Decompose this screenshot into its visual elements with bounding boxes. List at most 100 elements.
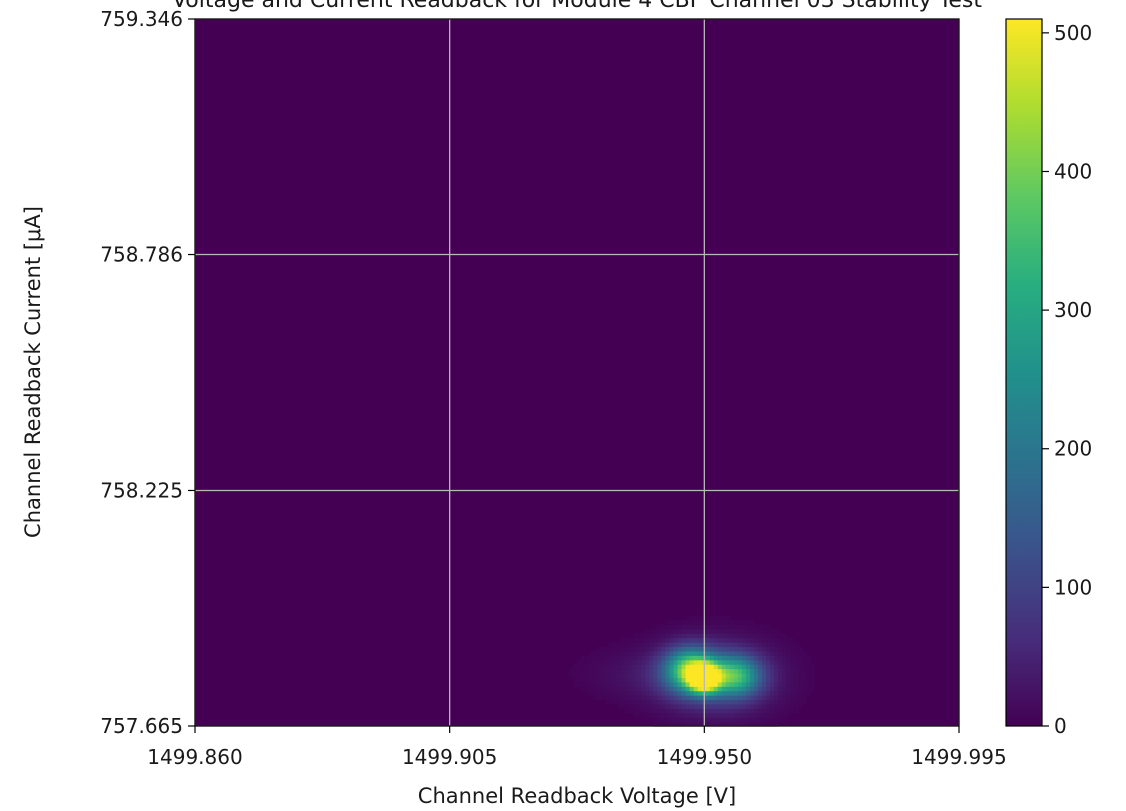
heatmap-cell xyxy=(605,699,610,705)
heatmap-cell xyxy=(665,699,671,705)
heatmap-cell xyxy=(733,699,739,705)
x-tick-label: 1499.905 xyxy=(402,745,497,769)
heatmap-cell xyxy=(693,672,699,678)
heatmap-cell xyxy=(741,695,747,701)
heatmap-cell xyxy=(721,619,727,625)
heatmap-cell xyxy=(633,677,638,683)
heatmap-cell xyxy=(765,646,771,652)
heatmap-cell xyxy=(761,646,767,652)
heatmap-cell xyxy=(705,619,711,625)
heatmap-cell xyxy=(693,708,699,714)
heatmap-cell xyxy=(729,690,735,696)
heatmap-cell xyxy=(733,668,739,674)
heatmap-cell xyxy=(568,668,574,674)
heatmap-cell xyxy=(745,655,751,661)
heatmap-cell xyxy=(713,637,719,643)
heatmap-cell xyxy=(621,672,626,678)
heatmap-cell xyxy=(713,659,719,665)
heatmap-cell xyxy=(673,695,679,701)
heatmap-cell xyxy=(637,650,642,656)
heatmap-cell xyxy=(609,650,614,656)
heatmap-cell xyxy=(605,690,610,696)
heatmap-cell xyxy=(653,672,659,678)
heatmap-cell xyxy=(629,672,634,678)
heatmap-cell xyxy=(705,628,711,634)
plot-background xyxy=(195,19,959,726)
heatmap-cell xyxy=(757,650,763,656)
heatmap-cell xyxy=(806,681,811,687)
heatmap-cell xyxy=(761,717,767,723)
heatmap-cell xyxy=(657,703,663,709)
heatmap-cell xyxy=(737,659,743,665)
heatmap-cell xyxy=(572,664,578,670)
heatmap-cell xyxy=(637,681,642,687)
heatmap-cell xyxy=(770,712,775,718)
heatmap-cell xyxy=(745,708,751,714)
heatmap-cell xyxy=(725,664,731,670)
heatmap-cell xyxy=(725,668,731,674)
heatmap-cell xyxy=(757,690,763,696)
heatmap-cell xyxy=(633,642,638,648)
heatmap-cell xyxy=(713,681,719,687)
heatmap-cell xyxy=(681,717,687,723)
heatmap-cell xyxy=(653,628,659,634)
heatmap-cell xyxy=(757,695,763,701)
heatmap-cell xyxy=(721,712,727,718)
heatmap-cell xyxy=(721,703,727,709)
heatmap-cell xyxy=(689,615,695,621)
heatmap-cell xyxy=(645,642,650,648)
heatmap-cell xyxy=(685,695,691,701)
heatmap-cell xyxy=(705,633,711,639)
heatmap-cell xyxy=(729,650,735,656)
heatmap-cell xyxy=(693,721,699,727)
heatmap-cell xyxy=(585,655,590,661)
heatmap-cell xyxy=(577,677,582,683)
heatmap-cell xyxy=(725,708,731,714)
heatmap-cell xyxy=(617,668,622,674)
heatmap-cell xyxy=(774,659,779,665)
heatmap-cell xyxy=(770,721,775,727)
heatmap-cell xyxy=(778,677,783,683)
heatmap-cell xyxy=(749,642,755,648)
heatmap-cell xyxy=(629,699,634,705)
heatmap-cell xyxy=(572,677,578,683)
heatmap-cell xyxy=(625,681,630,687)
heatmap-cell xyxy=(753,664,759,670)
heatmap-cell xyxy=(733,708,739,714)
heatmap-cell xyxy=(737,681,743,687)
heatmap-cell xyxy=(693,624,699,630)
heatmap-cell xyxy=(621,699,626,705)
heatmap-cell xyxy=(649,690,654,696)
heatmap-cell xyxy=(685,619,691,625)
colorbar-tick-label: 200 xyxy=(1054,437,1092,461)
heatmap-cell xyxy=(729,655,735,661)
heatmap-cell xyxy=(641,708,646,714)
heatmap-cell xyxy=(741,721,747,727)
heatmap-cell xyxy=(745,633,751,639)
heatmap-cell xyxy=(581,672,586,678)
heatmap-cell xyxy=(729,681,735,687)
heatmap-cell xyxy=(786,659,791,665)
heatmap-cell xyxy=(629,650,634,656)
heatmap-cell xyxy=(709,655,715,661)
heatmap-cell xyxy=(729,642,735,648)
heatmap-cell xyxy=(705,703,711,709)
heatmap-cell xyxy=(782,681,787,687)
heatmap-cell xyxy=(665,717,671,723)
heatmap-cell xyxy=(681,703,687,709)
heatmap-cell xyxy=(609,699,614,705)
heatmap-cell xyxy=(709,695,715,701)
heatmap-cell xyxy=(782,642,787,648)
y-tick-label: 758.225 xyxy=(100,478,183,502)
heatmap-cell xyxy=(717,708,723,714)
heatmap-cell xyxy=(753,681,759,687)
heatmap-cell xyxy=(637,637,642,643)
heatmap-cell xyxy=(725,699,731,705)
heatmap-cell xyxy=(645,650,650,656)
heatmap-cell xyxy=(749,699,755,705)
heatmap-cell xyxy=(753,655,759,661)
heatmap-cell xyxy=(593,681,598,687)
heatmap-cell xyxy=(641,646,646,652)
heatmap-cell xyxy=(798,699,803,705)
heatmap-cell xyxy=(653,686,659,692)
